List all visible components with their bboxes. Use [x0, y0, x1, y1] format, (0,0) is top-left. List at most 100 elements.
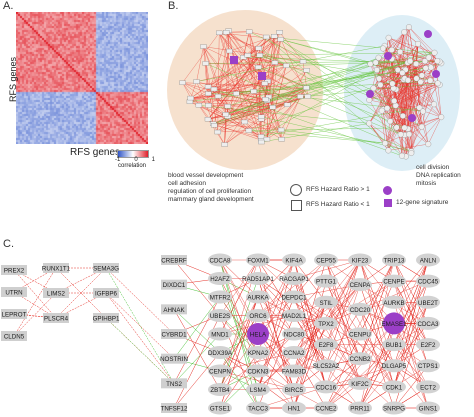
gene-node-square	[204, 117, 212, 122]
inter-cluster-edge	[205, 63, 412, 152]
gene-label: TACC3	[248, 406, 268, 413]
right-term-2: DNA replication	[416, 172, 461, 179]
left-cluster-edge	[203, 46, 229, 117]
inter-cluster-edge	[260, 69, 377, 137]
gene-node-circle	[431, 101, 438, 108]
gene-node-circle	[372, 59, 379, 66]
gene-node-circle	[415, 40, 422, 47]
right-cluster-edge	[395, 80, 409, 106]
gene-node-circle	[376, 75, 383, 82]
right-cluster-edge	[393, 88, 405, 128]
gene-edge	[359, 344, 395, 384]
gene-node-circle	[282, 272, 306, 285]
legend-hr-lt1: RFS Hazard Ratio < 1	[306, 201, 370, 208]
gene-edge	[219, 352, 259, 409]
gene-node-circle	[385, 147, 392, 154]
gene-node-square	[246, 29, 253, 34]
gene-label: BIRC5	[285, 387, 304, 394]
right-cluster-edge	[404, 31, 442, 64]
gene-label: MTFR2	[210, 295, 231, 302]
gene-label: AURKA	[247, 295, 269, 302]
gene-label: H2AFZ	[210, 276, 230, 283]
gene-node-circle	[407, 58, 414, 65]
gene-node-circle	[382, 380, 406, 394]
gene-edge	[293, 333, 361, 384]
gene-label: GPIHBP1	[93, 316, 120, 323]
left-cluster-edge	[208, 50, 230, 106]
gene-edge	[105, 292, 175, 359]
left-cluster-terms: blood vessel development cell adhesion r…	[168, 172, 254, 204]
left-cluster-edge	[219, 32, 269, 98]
gene-node-square	[179, 80, 186, 85]
left-cluster-edge	[268, 70, 307, 98]
gene-node-circle	[434, 80, 441, 87]
left-cluster-edge	[208, 30, 229, 94]
gene-label: CCNE2	[316, 406, 338, 413]
left-cluster-edge	[189, 66, 259, 102]
gene-node-circle	[425, 54, 432, 61]
gene-node-square	[161, 403, 187, 413]
gene-node-circle	[416, 104, 423, 111]
left-cluster-edge	[203, 46, 237, 94]
gene-node-circle	[387, 118, 394, 125]
gene-label: CTPS1	[418, 363, 439, 370]
gene-edge	[257, 333, 295, 390]
gene-node-circle	[406, 131, 413, 138]
gene-node-circle	[282, 401, 306, 415]
gene-edge	[359, 323, 395, 409]
gene-label: SEMA3G	[93, 266, 119, 273]
gene-node-square	[202, 61, 209, 66]
inter-cluster-edge	[196, 45, 385, 82]
signature-node-circle	[424, 30, 432, 38]
gene-node-circle	[367, 61, 374, 67]
gene-label: CEP55	[316, 258, 336, 265]
inter-cluster-edge	[236, 52, 435, 94]
gene-edge	[325, 280, 395, 324]
right-cluster-edge	[368, 69, 398, 124]
left-cluster-edge	[224, 114, 226, 145]
left-cluster-edge	[198, 39, 281, 106]
gene-node-circle	[208, 290, 232, 304]
inter-cluster-edge	[268, 60, 426, 98]
gene-node-circle	[380, 45, 387, 52]
gene-node-circle	[348, 401, 372, 415]
gene-node-circle	[314, 401, 338, 415]
right-cluster-edge	[408, 116, 442, 135]
gene-label: CLDN5	[4, 334, 25, 341]
gene-edge	[13, 291, 57, 319]
left-cluster-edge	[268, 39, 281, 97]
gene-edge	[325, 284, 361, 324]
gene-edge	[257, 259, 327, 316]
gene-label: PREX2	[4, 268, 25, 275]
inter-cluster-edge	[207, 86, 403, 156]
gene-node-circle	[428, 64, 434, 71]
gene-node-square	[222, 30, 230, 35]
gene-node-circle	[246, 346, 270, 359]
gene-node-circle	[393, 124, 400, 131]
gene-node-square	[43, 288, 69, 298]
gene-edge	[257, 278, 295, 335]
gene-label: CDC20	[350, 307, 371, 314]
gene-node-circle	[246, 253, 270, 267]
legend-signature-circle-icon	[383, 186, 392, 195]
gene-node-circle	[422, 65, 429, 72]
signature-node-circle	[432, 70, 440, 78]
gene-node-circle	[208, 309, 232, 322]
left-cluster-edge	[227, 100, 268, 107]
gene-node-square	[214, 93, 222, 99]
right-cluster-edge	[368, 83, 393, 124]
gene-edge	[325, 365, 395, 388]
gene-node-square	[222, 112, 229, 117]
gene-edge	[393, 323, 429, 366]
gene-label: RUNX1T1	[42, 266, 71, 273]
gene-edge	[293, 302, 327, 372]
gene-edge	[325, 284, 361, 345]
gene-label: TRIP13	[384, 258, 406, 265]
left-cluster-edge	[203, 46, 228, 107]
signature-node-circle	[366, 90, 374, 98]
gene-edge	[173, 309, 221, 353]
gene-node-circle	[366, 97, 373, 103]
gene-node-square	[186, 99, 194, 104]
gene-label: NDC80	[284, 332, 305, 339]
right-term-3: mitosis	[416, 180, 437, 187]
